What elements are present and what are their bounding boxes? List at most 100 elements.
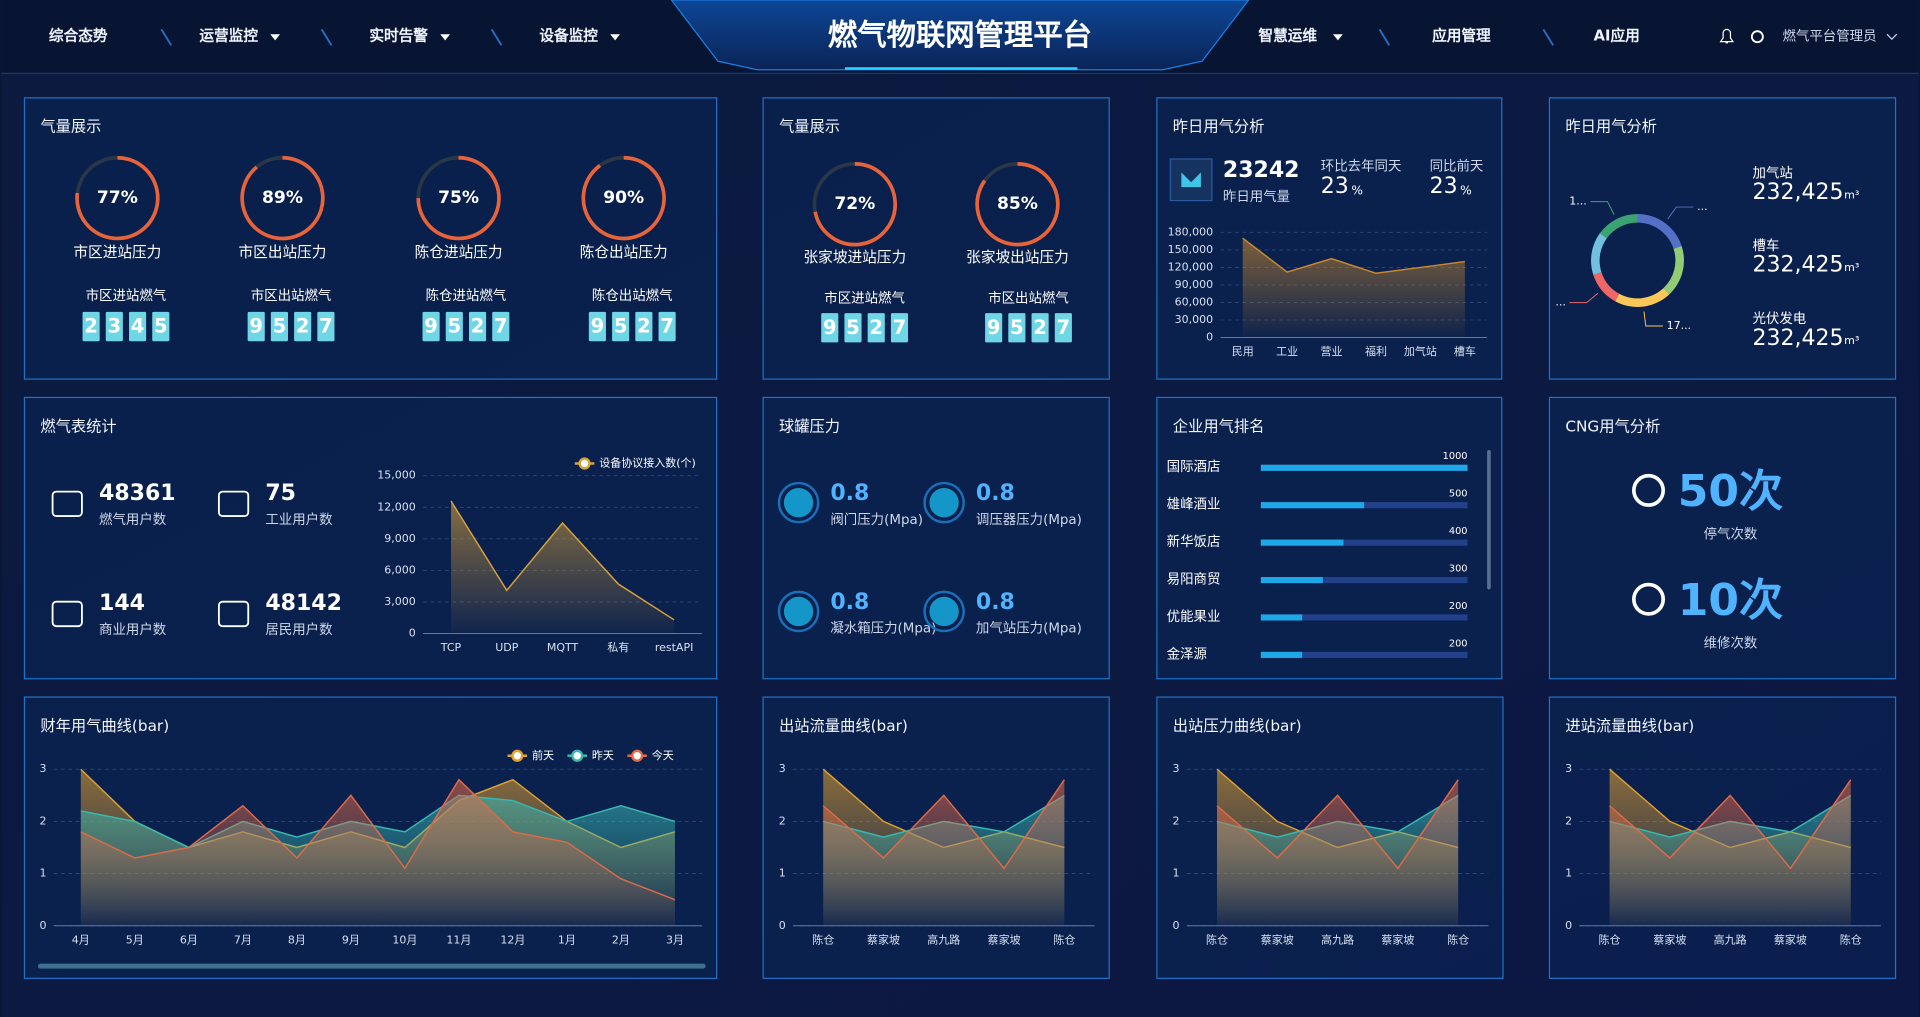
pressure-value: 0.8 — [976, 481, 1015, 506]
nav-item[interactable]: 综合态势 — [49, 27, 108, 45]
dod-value: 23 — [1430, 174, 1458, 199]
digit: 9 — [249, 315, 263, 338]
digit-box — [588, 311, 606, 342]
digit-box — [129, 311, 147, 342]
nav-item[interactable]: 运营监控 — [199, 27, 258, 45]
x-tick-label: 加气站 — [1404, 344, 1437, 358]
stat-name: 槽车 — [1752, 237, 1779, 254]
y-tick-label: 0 — [779, 919, 786, 932]
digit: 3 — [108, 315, 122, 338]
series-area — [451, 500, 675, 634]
x-tick-label: 5月 — [126, 933, 144, 946]
y-tick-label: 150,000 — [1168, 243, 1214, 256]
series-area — [1242, 238, 1465, 338]
stat-icon-box — [1169, 158, 1213, 202]
cng-label: 维修次数 — [1704, 635, 1758, 651]
nav-item[interactable]: 实时告警 — [369, 27, 428, 45]
y-tick-label: 2 — [39, 814, 46, 827]
pressure-value: 0.8 — [976, 590, 1015, 615]
digit: 4 — [131, 315, 145, 338]
stat-label: 居民用户数 — [265, 621, 333, 638]
series-line — [1242, 237, 1465, 275]
digit-box — [658, 311, 676, 342]
panel-title: 气量展示 — [779, 118, 840, 136]
donut-leader — [1643, 311, 1663, 327]
x-tick-label: 12月 — [500, 933, 525, 946]
gauge-arc — [975, 162, 1060, 247]
h-scrollbar[interactable] — [37, 963, 706, 969]
nav-item[interactable]: 设备监控 — [539, 27, 598, 45]
x-tick-label: 7月 — [234, 933, 252, 946]
stat-value: 232,425 — [1752, 326, 1843, 351]
gauge-value: 72% — [834, 194, 875, 214]
panel-title: CNG用气分析 — [1565, 417, 1660, 435]
panel-title: 昨日用气分析 — [1173, 118, 1265, 136]
y-tick-label: 12,000 — [377, 500, 416, 513]
series-area — [1609, 779, 1851, 926]
digit: 2 — [471, 315, 485, 338]
y-tick-label: 30,000 — [1175, 313, 1214, 326]
gauge-arc — [240, 155, 325, 241]
panel-title: 气量展示 — [40, 118, 101, 136]
stat-name: 光伏发电 — [1752, 311, 1806, 327]
gauge-label: 张家坡出站压力 — [966, 249, 1069, 266]
x-tick-label: 私有 — [607, 640, 629, 654]
donut-leader — [1569, 292, 1599, 304]
user-name[interactable]: 燃气平台管理员 — [1782, 28, 1876, 45]
digit-box — [82, 311, 100, 342]
cng-value: 50次 — [1678, 466, 1783, 517]
stat-icon — [1181, 172, 1201, 188]
nav-item[interactable]: 应用管理 — [1432, 27, 1491, 45]
panel-title: 燃气表统计 — [40, 417, 116, 435]
rank-name: 易阳商贸 — [1167, 571, 1221, 587]
stat-unit: m³ — [1844, 334, 1859, 347]
gauge-arc — [75, 155, 160, 241]
digit: 5 — [273, 315, 287, 338]
nav-item[interactable]: AI应用 — [1594, 27, 1640, 45]
user-chevron[interactable] — [1886, 33, 1898, 40]
x-tick-label: 槽车 — [1454, 344, 1476, 358]
panel-title: 企业用气排名 — [1173, 417, 1265, 435]
series-line — [1216, 779, 1459, 870]
stat-label: 工业用户数 — [265, 511, 333, 528]
x-tick-label: 蔡家坡 — [1774, 932, 1807, 946]
digit-box — [152, 311, 170, 342]
stat-icon — [51, 600, 83, 628]
dropdown-arrow — [1332, 34, 1343, 41]
series-area — [1217, 779, 1459, 926]
rank-value: 500 — [1449, 489, 1468, 500]
y-tick-label: 1 — [779, 867, 786, 880]
panel-title: 出站压力曲线(bar) — [1173, 717, 1302, 735]
gauge-value: 89% — [262, 188, 303, 208]
x-tick-label: 3月 — [666, 933, 684, 946]
donut-segment — [1663, 246, 1684, 295]
stat-value: 232,425 — [1752, 180, 1843, 205]
cng-icon — [1632, 473, 1666, 507]
panel — [762, 97, 1110, 380]
digit-box — [445, 311, 463, 342]
donut-leader — [1667, 206, 1694, 220]
gauge-label: 市区出站压力 — [239, 244, 327, 261]
dod-label: 同比前天 — [1430, 157, 1484, 174]
y-tick-label: 15,000 — [377, 469, 416, 482]
digit-box — [821, 313, 839, 343]
y-tick-label: 2 — [1565, 814, 1572, 827]
nav-item[interactable]: 智慧运维 — [1258, 27, 1317, 45]
x-tick-label: 蔡家坡 — [867, 932, 900, 946]
settings-icon[interactable] — [1750, 30, 1764, 44]
digit: 2 — [296, 315, 310, 338]
rank-value: 300 — [1449, 563, 1468, 574]
bell-icon[interactable] — [1719, 28, 1735, 44]
rank-track — [1260, 576, 1468, 584]
legend-marker — [571, 749, 584, 762]
scrollbar[interactable] — [1487, 450, 1491, 590]
x-tick-label: 高九路 — [927, 932, 960, 946]
stat-value: 48142 — [265, 591, 342, 616]
pressure-icon — [929, 596, 959, 627]
x-tick-label: 陈仓 — [1447, 932, 1469, 946]
series-line — [80, 794, 676, 849]
nav-separator — [160, 28, 172, 46]
donut-leader — [1590, 201, 1615, 215]
y-tick-label: 60,000 — [1175, 295, 1214, 308]
